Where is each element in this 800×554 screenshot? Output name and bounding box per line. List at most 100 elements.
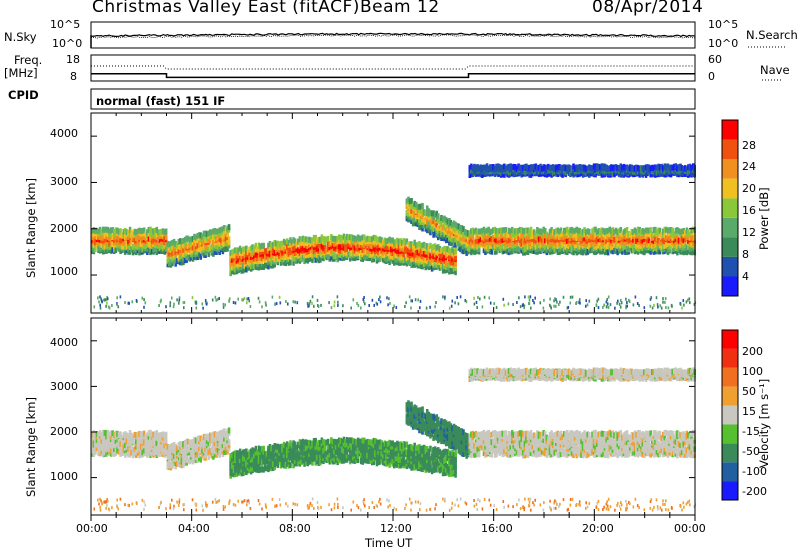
scatter-cell xyxy=(424,223,428,230)
scatter-cell xyxy=(205,434,209,441)
scatter-cell xyxy=(221,248,225,255)
scatter-cell xyxy=(525,168,528,175)
scatter-cell xyxy=(526,249,530,255)
scatter-cell xyxy=(146,245,149,252)
scatter-cell xyxy=(257,264,261,271)
scatter-cell xyxy=(201,233,204,240)
scatter-cell xyxy=(378,250,382,257)
scatter-cell xyxy=(350,306,352,310)
scatter-cell xyxy=(566,164,569,171)
scatter-cell xyxy=(215,249,218,255)
scatter-cell xyxy=(229,267,232,274)
scatter-cell xyxy=(564,248,567,255)
scatter-cell xyxy=(523,306,525,310)
scatter-cell xyxy=(533,229,536,236)
scatter-cell xyxy=(564,165,567,172)
scatter-cell xyxy=(391,257,394,264)
scatter-cell xyxy=(341,241,344,248)
scatter-cell xyxy=(114,234,118,241)
noise-tick-top: 10^5 xyxy=(50,18,81,31)
scatter-cell xyxy=(122,442,126,449)
scatter-cell xyxy=(201,249,204,256)
scatter-cell xyxy=(567,164,571,171)
scatter-cell xyxy=(566,237,569,244)
scatter-cell xyxy=(315,251,319,258)
scatter-cell xyxy=(92,241,96,248)
scatter-cell xyxy=(628,165,632,172)
scatter-cell xyxy=(289,259,292,266)
scatter-cell xyxy=(451,268,454,275)
scatter-cell xyxy=(279,240,283,247)
scatter-cell xyxy=(566,246,569,253)
cpid-frame xyxy=(90,88,696,110)
scatter-cell xyxy=(127,448,130,455)
scatter-cell xyxy=(114,230,118,237)
scatter-cell xyxy=(558,234,561,240)
scatter-cell xyxy=(407,242,410,248)
scatter-cell xyxy=(258,300,261,304)
velocity-ytick-1000: 1000 xyxy=(50,470,78,483)
scatter-cell xyxy=(492,234,495,241)
scatter-cell xyxy=(207,448,210,455)
scatter-cell xyxy=(103,246,107,253)
scatter-cell xyxy=(209,432,212,439)
scatter-cell xyxy=(632,229,635,236)
scatter-cell xyxy=(292,255,295,262)
power-ytick-3000: 3000 xyxy=(50,175,78,188)
scatter-cell xyxy=(487,236,490,243)
scatter-cell xyxy=(113,243,116,249)
scatter-cell xyxy=(322,245,325,252)
scatter-cell xyxy=(363,300,365,304)
scatter-cell xyxy=(558,164,561,170)
scatter-cell xyxy=(205,438,209,444)
scatter-cell xyxy=(320,237,324,244)
scatter-cell xyxy=(509,228,512,235)
scatter-cell xyxy=(419,242,423,249)
scatter-cell xyxy=(415,256,418,263)
scatter-cell xyxy=(201,452,204,459)
scatter-cell xyxy=(470,163,473,170)
scatter-cell xyxy=(663,163,667,170)
scatter-cell xyxy=(449,235,453,242)
scatter-cell xyxy=(426,262,429,269)
scatter-cell xyxy=(218,451,221,458)
scatter-cell xyxy=(364,302,366,306)
scatter-cell xyxy=(267,242,270,249)
scatter-cell xyxy=(323,247,327,254)
scatter-cell xyxy=(320,243,324,250)
scatter-cell xyxy=(124,233,127,240)
scatter-cell xyxy=(205,243,209,250)
scatter-cell xyxy=(673,234,676,241)
scatter-cell xyxy=(350,239,354,246)
scatter-cell xyxy=(676,242,679,249)
scatter-cell xyxy=(204,452,207,459)
scatter-cell xyxy=(691,163,695,170)
scatter-cell xyxy=(212,228,215,235)
scatter-cell xyxy=(410,306,412,310)
scatter-cell xyxy=(651,235,654,241)
scatter-cell xyxy=(149,429,152,436)
scatter-cell xyxy=(117,448,121,455)
scatter-cell xyxy=(430,250,434,257)
scatter-cell xyxy=(292,259,295,266)
scatter-cell xyxy=(575,245,579,252)
scatter-cell xyxy=(441,251,445,258)
scatter-cell xyxy=(416,258,420,265)
scatter-cell xyxy=(532,299,534,302)
scatter-cell xyxy=(427,255,431,261)
scatter-cell xyxy=(542,226,545,233)
scatter-cell xyxy=(619,230,623,237)
scatter-cell xyxy=(169,251,173,258)
scatter-cell xyxy=(227,224,231,231)
scatter-cell xyxy=(114,227,118,234)
scatter-cell xyxy=(413,253,416,260)
scatter-cell xyxy=(441,232,445,239)
scatter-cell xyxy=(440,252,443,259)
scatter-cell xyxy=(636,302,639,305)
scatter-cell xyxy=(223,431,226,438)
scatter-cell xyxy=(153,231,157,238)
scatter-cell xyxy=(293,249,297,256)
scatter-cell xyxy=(345,238,349,245)
scatter-cell xyxy=(166,261,170,268)
scatter-cell xyxy=(215,298,217,302)
